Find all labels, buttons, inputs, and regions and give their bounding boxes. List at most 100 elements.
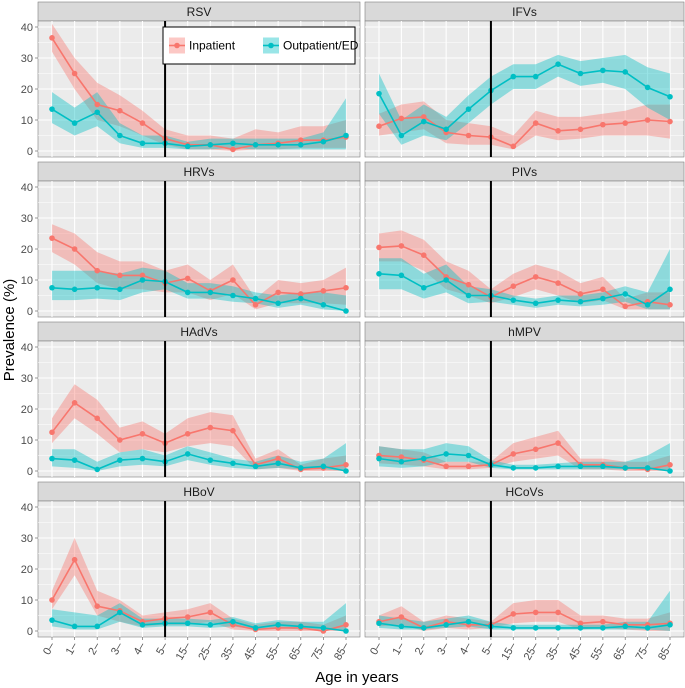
point-inpatient-hadvs-4 bbox=[139, 431, 146, 437]
point-outpatient-ed-hadvs-13 bbox=[343, 468, 349, 474]
point-inpatient-hmpv-3 bbox=[443, 463, 449, 470]
point-outpatient-ed-hmpv-4 bbox=[465, 452, 472, 459]
point-inpatient-pivs-0 bbox=[376, 244, 382, 251]
point-outpatient-ed-hbov-2 bbox=[94, 623, 101, 630]
point-inpatient-ifvs-13 bbox=[667, 118, 673, 125]
point-inpatient-hbov-6 bbox=[184, 614, 191, 620]
point-outpatient-ed-hcovs-10 bbox=[600, 625, 606, 631]
ci-band-inpatient-hadvs bbox=[52, 384, 346, 471]
panel-title-pivs: PIVs bbox=[512, 165, 537, 179]
series-line-outpatient-ed-hmpv bbox=[378, 453, 671, 472]
point-outpatient-ed-hrvs-2 bbox=[94, 284, 101, 291]
point-outpatient-ed-ifvs-6 bbox=[510, 73, 517, 80]
point-outpatient-ed-hmpv-10 bbox=[600, 463, 606, 470]
point-inpatient-hbov-1 bbox=[71, 556, 78, 563]
point-outpatient-ed-hmpv-9 bbox=[577, 463, 584, 470]
point-outpatient-ed-pivs-13 bbox=[667, 286, 673, 293]
point-outpatient-ed-hcovs-7 bbox=[532, 625, 539, 631]
point-inpatient-hmpv-7 bbox=[532, 446, 539, 453]
point-outpatient-ed-hbov-8 bbox=[230, 618, 236, 625]
point-outpatient-ed-hcovs-8 bbox=[555, 625, 561, 631]
point-outpatient-ed-ifvs-4 bbox=[465, 106, 472, 112]
point-outpatient-ed-rsv-4 bbox=[139, 140, 146, 147]
legend-label-inpatient: Inpatient bbox=[189, 39, 236, 53]
point-inpatient-ifvs-4 bbox=[465, 132, 472, 139]
series-line-outpatient-ed-hadvs bbox=[51, 453, 347, 472]
point-inpatient-hcovs-7 bbox=[532, 609, 539, 616]
point-outpatient-ed-hcovs-3 bbox=[443, 622, 449, 628]
y-tick-label-hadvs-0: 0 bbox=[27, 466, 33, 478]
legend: Inpatient Outpatient/ED bbox=[162, 26, 359, 65]
x-tick-label-hbov-6: 15– bbox=[174, 640, 194, 663]
point-inpatient-hbov-0 bbox=[49, 597, 55, 603]
point-inpatient-hbov-2 bbox=[94, 603, 101, 609]
point-outpatient-ed-rsv-10 bbox=[275, 142, 281, 148]
panel-hrvs: HRVs bbox=[37, 161, 361, 318]
y-tick-label-rsv-30: 30 bbox=[21, 53, 33, 65]
point-inpatient-rsv-11 bbox=[297, 137, 304, 143]
y-tick-label-hbov-10: 10 bbox=[21, 595, 33, 607]
point-outpatient-ed-rsv-3 bbox=[117, 132, 123, 139]
panel-hadvs: HAdVs bbox=[37, 321, 361, 478]
series-line-outpatient-ed-rsv bbox=[51, 108, 347, 148]
point-inpatient-hrvs-1 bbox=[71, 246, 78, 252]
panel-hbov: HBoV bbox=[37, 481, 361, 638]
y-tick-label-hadvs-20: 20 bbox=[21, 404, 33, 416]
point-outpatient-ed-hmpv-0 bbox=[376, 455, 382, 462]
x-axis-title: Age in years bbox=[315, 669, 398, 686]
x-tick-label-hbov-3: 3– bbox=[109, 640, 126, 657]
point-inpatient-hrvs-3 bbox=[117, 272, 123, 279]
x-tick-label-hcovs-13: 85– bbox=[656, 640, 676, 663]
point-inpatient-hbov-13 bbox=[343, 622, 349, 628]
point-inpatient-hadvs-6 bbox=[184, 431, 191, 437]
point-inpatient-hadvs-7 bbox=[207, 424, 214, 431]
x-tick-label-hbov-1: 1– bbox=[64, 640, 81, 657]
y-tick-label-hadvs-10: 10 bbox=[21, 435, 33, 447]
point-outpatient-ed-hcovs-13 bbox=[667, 622, 673, 628]
point-outpatient-ed-ifvs-3 bbox=[443, 126, 449, 133]
point-outpatient-ed-rsv-8 bbox=[230, 140, 236, 147]
point-outpatient-ed-hrvs-11 bbox=[297, 295, 304, 302]
legend-point-outpatient-ed bbox=[268, 42, 274, 49]
ci-band-inpatient-hrvs bbox=[52, 224, 346, 310]
point-inpatient-hcovs-1 bbox=[398, 614, 405, 620]
y-tick-label-hbov-40: 40 bbox=[21, 502, 33, 514]
point-inpatient-hadvs-8 bbox=[230, 427, 236, 434]
point-outpatient-ed-rsv-0 bbox=[49, 106, 55, 112]
point-outpatient-ed-hadvs-3 bbox=[117, 457, 123, 463]
x-tick-label-hbov-10: 55– bbox=[264, 640, 284, 663]
y-tick-label-hrvs-0: 0 bbox=[27, 306, 33, 318]
point-outpatient-ed-hmpv-6 bbox=[510, 465, 517, 471]
point-inpatient-pivs-13 bbox=[667, 302, 673, 308]
point-inpatient-hrvs-2 bbox=[94, 267, 101, 274]
point-outpatient-ed-pivs-10 bbox=[600, 295, 606, 302]
point-outpatient-ed-pivs-9 bbox=[577, 298, 584, 305]
point-inpatient-pivs-9 bbox=[577, 291, 584, 297]
x-tick-label-hbov-9: 45– bbox=[242, 640, 262, 663]
point-inpatient-hmpv-1 bbox=[398, 454, 405, 460]
point-outpatient-ed-ifvs-10 bbox=[600, 67, 606, 74]
x-tick-label-hbov-13: 85– bbox=[332, 640, 352, 663]
point-outpatient-ed-rsv-6 bbox=[184, 143, 191, 150]
panel-pivs: PIVs bbox=[364, 161, 685, 318]
point-inpatient-hmpv-6 bbox=[510, 451, 517, 457]
point-inpatient-pivs-1 bbox=[398, 243, 405, 249]
y-tick-label-hadvs-30: 30 bbox=[21, 373, 33, 385]
ci-band-outpatient-ed-ifvs bbox=[379, 54, 670, 145]
x-tick-label-hcovs-10: 55– bbox=[589, 640, 609, 663]
point-outpatient-ed-hadvs-9 bbox=[252, 463, 259, 470]
point-outpatient-ed-hrvs-4 bbox=[139, 277, 146, 283]
ci-band-outpatient-ed-hcovs bbox=[379, 590, 670, 631]
legend-label-outpatient-ed: Outpatient/ED bbox=[283, 39, 359, 53]
point-outpatient-ed-hmpv-12 bbox=[644, 465, 651, 471]
x-tick-label-hcovs-9: 45– bbox=[566, 640, 586, 663]
ci-band-outpatient-ed-rsv bbox=[52, 92, 346, 150]
point-outpatient-ed-hmpv-13 bbox=[667, 468, 673, 474]
x-tick-label-hbov-4: 4– bbox=[132, 640, 149, 657]
point-outpatient-ed-hadvs-4 bbox=[139, 455, 146, 462]
panel-title-hadvs: HAdVs bbox=[180, 325, 217, 339]
point-inpatient-hrvs-9 bbox=[252, 302, 259, 308]
point-inpatient-hcovs-9 bbox=[577, 620, 584, 627]
y-tick-label-hrvs-30: 30 bbox=[21, 213, 33, 225]
